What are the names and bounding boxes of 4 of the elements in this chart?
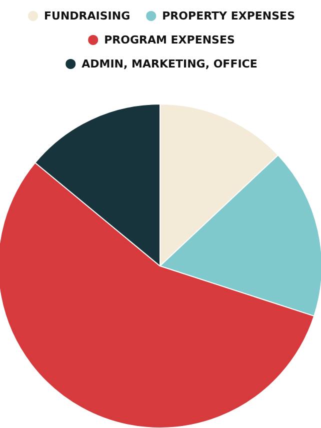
legend-label: PROGRAM EXPENSES [104,34,235,46]
legend-label: PROPERTY EXPENSES [162,10,296,22]
legend-label: FUNDRAISING [44,10,130,22]
legend-label: ADMIN, MARKETING, OFFICE [82,58,258,70]
